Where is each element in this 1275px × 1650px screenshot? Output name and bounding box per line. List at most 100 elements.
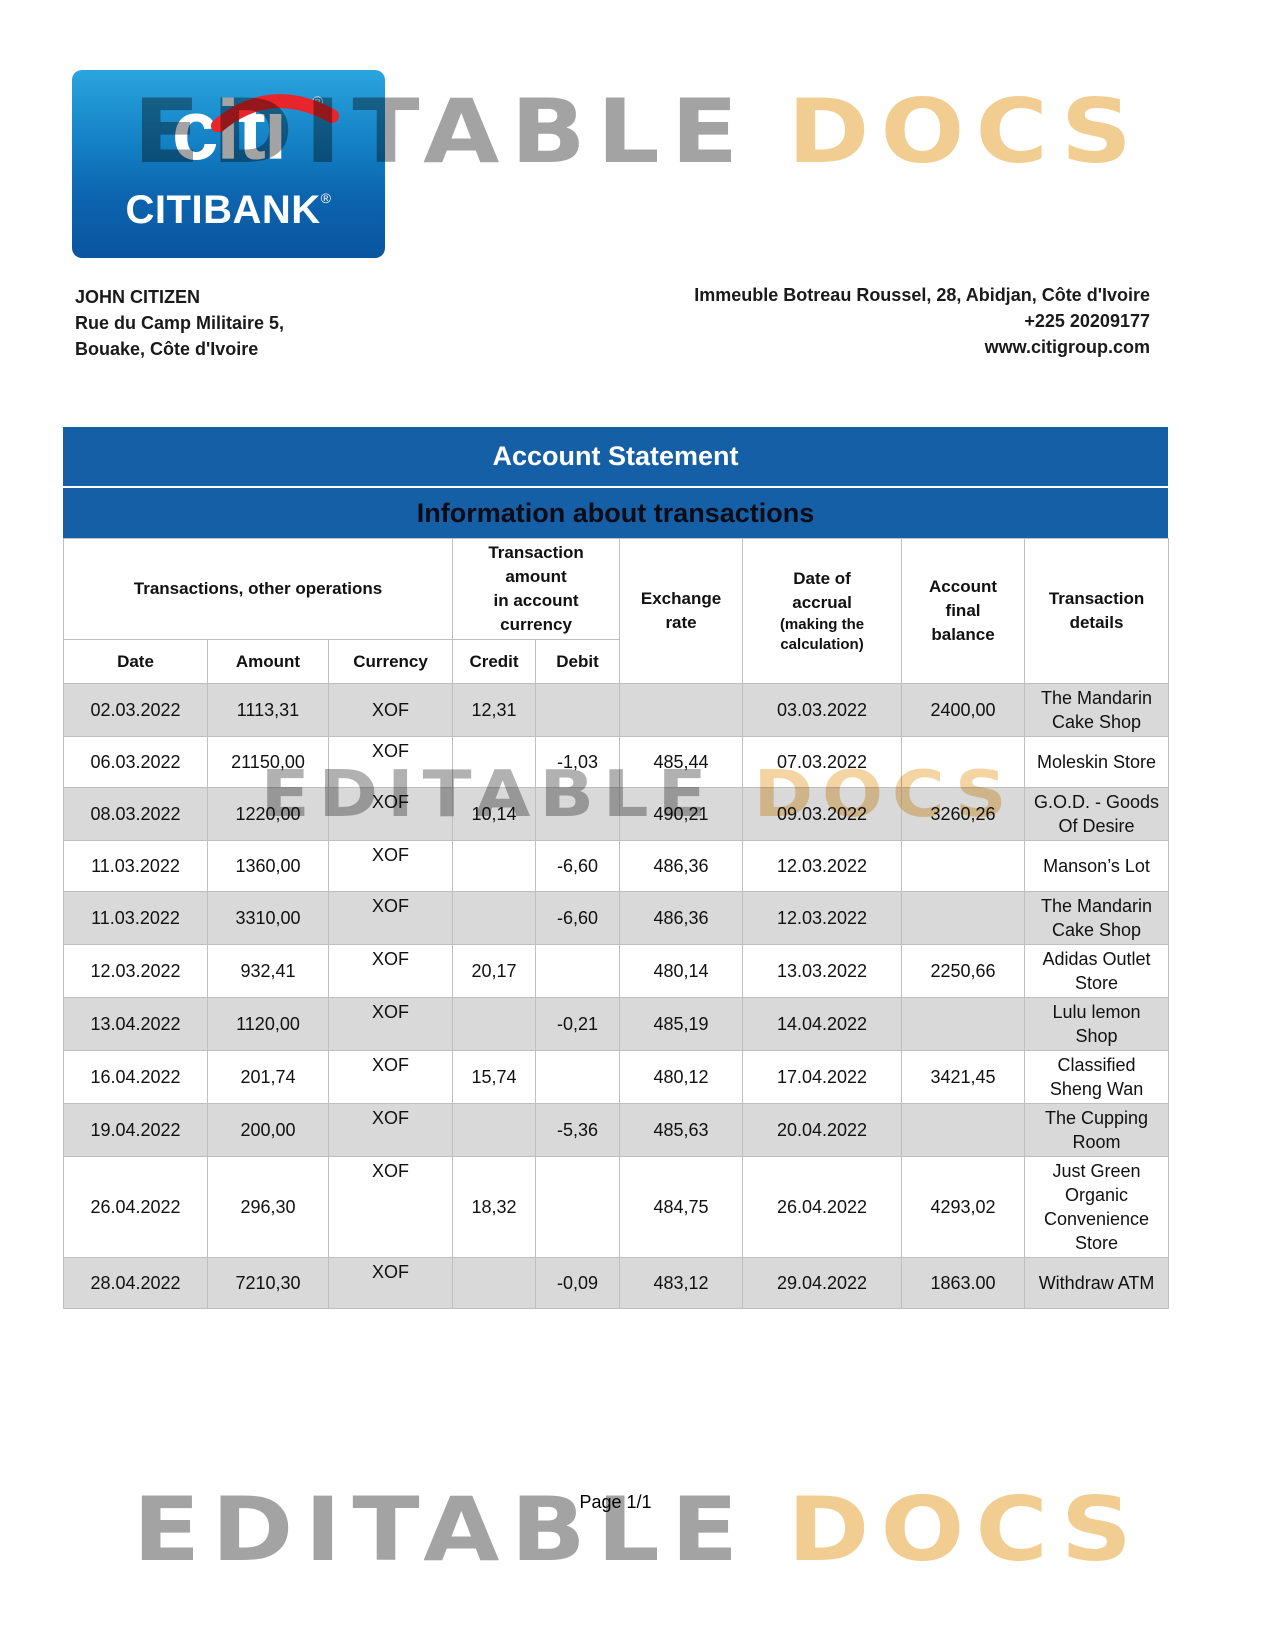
table-row: 06.03.2022 21150,00 XOF -1,03 485,44 07.03.20…	[63, 736, 1170, 788]
cell-amount: 7210,30	[207, 1257, 329, 1309]
cell-details: Just Green Organic Convenience Store	[1024, 1156, 1170, 1258]
citi-arc-icon	[211, 94, 339, 132]
cell-debit: -6,60	[535, 891, 621, 945]
cell-amount: 296,30	[207, 1156, 329, 1258]
cell-accrual-date: 07.03.2022	[742, 736, 903, 788]
bank-address: Immeuble Botreau Roussel, 28, Abidjan, C…	[694, 285, 1150, 305]
cell-currency: XOF	[327, 840, 454, 892]
cell-debit: -6,60	[535, 840, 621, 892]
cell-accrual-date: 26.04.2022	[742, 1156, 903, 1258]
cell-currency: XOF	[327, 1050, 454, 1104]
cell-amount: 1220,00	[207, 787, 329, 841]
cell-credit: 18,32	[452, 1156, 537, 1258]
cell-credit	[452, 1103, 537, 1157]
table-row: 28.04.2022 7210,30 XOF -0,09 483,12 29.04.202…	[63, 1257, 1170, 1309]
table-row: 12.03.2022 932,41 XOF 20,17 480,14 13.03.2022…	[63, 944, 1170, 998]
cell-debit	[535, 1156, 621, 1258]
bank-contact-block: Immeuble Botreau Roussel, 28, Abidjan, C…	[694, 282, 1150, 360]
cell-accrual-date: 17.04.2022	[742, 1050, 903, 1104]
cell-credit: 10,14	[452, 787, 537, 841]
page-number: Page 1/1	[579, 1492, 652, 1512]
cell-details: The Mandarin Cake Shop	[1024, 683, 1170, 737]
cell-accrual-date: 09.03.2022	[742, 787, 903, 841]
cell-credit: 20,17	[452, 944, 537, 998]
cell-accrual-date: 12.03.2022	[742, 891, 903, 945]
col-header-date-accrual-note: (making the calculation)	[779, 616, 865, 653]
cell-balance: 2400,00	[901, 683, 1026, 737]
customer-address-line2: Bouake, Côte d'Ivoire	[75, 339, 259, 359]
cell-details: Manson’s Lot	[1024, 840, 1170, 892]
cell-rate: 485,44	[619, 736, 744, 788]
col-header-details: Transaction details	[1024, 538, 1170, 684]
cell-debit	[535, 787, 621, 841]
col-header-debit: Debit	[535, 639, 621, 684]
cell-details: Classified Sheng Wan	[1024, 1050, 1170, 1104]
customer-address-block: JOHN CITIZEN Rue du Camp Militaire 5, Bo…	[75, 284, 284, 362]
cell-date: 16.04.2022	[63, 1050, 208, 1104]
cell-details: Withdraw ATM	[1024, 1257, 1170, 1309]
table-row: 02.03.2022 1113,31 XOF 12,31 03.03.2022 2400,…	[63, 683, 1170, 737]
table-row: 11.03.2022 3310,00 XOF -6,60 486,36 12.03.202…	[63, 891, 1170, 945]
cell-currency: XOF	[327, 1257, 454, 1309]
cell-accrual-date: 12.03.2022	[742, 840, 903, 892]
cell-debit: -1,03	[535, 736, 621, 788]
cell-debit: -0,21	[535, 997, 621, 1051]
customer-address-line1: Rue du Camp Militaire 5,	[75, 313, 285, 333]
col-header-transactions-group: Transactions, other operations	[62, 538, 454, 640]
cell-amount: 3310,00	[207, 891, 329, 945]
bank-phone: +225 20209177	[1024, 311, 1150, 331]
cell-balance: 3260,26	[901, 787, 1026, 841]
customer-name: JOHN CITIZEN	[75, 287, 201, 307]
transactions-body: 02.03.2022 1113,31 XOF 12,31 03.03.2022 2400,…	[63, 683, 1170, 1309]
col-header-account-balance: Account final balance	[901, 538, 1026, 684]
cell-credit	[452, 840, 537, 892]
cell-amount: 21150,00	[207, 736, 329, 788]
cell-currency: XOF	[327, 944, 454, 998]
watermark-word-docs: DOCS	[787, 80, 1143, 183]
cell-debit: -0,09	[535, 1257, 621, 1309]
cell-rate: 480,14	[619, 944, 744, 998]
cell-amount: 932,41	[207, 944, 329, 998]
col-header-amount: Amount	[207, 639, 329, 684]
cell-amount: 1113,31	[207, 683, 329, 737]
cell-date: 08.03.2022	[63, 787, 208, 841]
cell-date: 02.03.2022	[63, 683, 208, 737]
table-row: 11.03.2022 1360,00 XOF -6,60 486,36 12.03.202…	[63, 840, 1170, 892]
statement-subtitle: Information about transactions	[416, 497, 815, 528]
cell-details: G.O.D. - Goods Of Desire	[1024, 787, 1170, 841]
col-header-amount-group: Transaction amount in account currency	[452, 538, 621, 640]
cell-currency: XOF	[327, 997, 454, 1051]
cell-accrual-date: 29.04.2022	[742, 1257, 903, 1309]
cell-rate: 484,75	[619, 1156, 744, 1258]
statement-title: Account Statement	[492, 441, 739, 471]
cell-date: 19.04.2022	[63, 1103, 208, 1157]
cell-amount: 1360,00	[207, 840, 329, 892]
statement-subtitle-band: Information about transactions	[63, 488, 1168, 538]
cell-rate: 485,19	[619, 997, 744, 1051]
cell-balance: 4293,02	[901, 1156, 1026, 1258]
cell-accrual-date: 14.04.2022	[742, 997, 903, 1051]
cell-rate: 486,36	[619, 891, 744, 945]
cell-currency: XOF	[327, 683, 454, 737]
cell-balance: 2250,66	[901, 944, 1026, 998]
cell-credit	[452, 997, 537, 1051]
cell-balance	[901, 1103, 1026, 1157]
cell-rate: 483,12	[619, 1257, 744, 1309]
cell-balance	[901, 736, 1026, 788]
col-header-credit: Credit	[452, 639, 537, 684]
cell-date: 06.03.2022	[63, 736, 208, 788]
table-row: 19.04.2022 200,00 XOF -5,36 485,63 20.04.2022…	[63, 1103, 1170, 1157]
cell-currency: XOF	[327, 736, 454, 788]
citibank-logo: citi ® CITIBANK®	[72, 70, 385, 258]
transactions-table: Transactions, other operations Transacti…	[62, 538, 1170, 1309]
cell-date: 11.03.2022	[63, 840, 208, 892]
cell-debit	[535, 1050, 621, 1104]
cell-credit	[452, 736, 537, 788]
cell-rate: 480,12	[619, 1050, 744, 1104]
cell-amount: 201,74	[207, 1050, 329, 1104]
cell-details: Lulu lemon Shop	[1024, 997, 1170, 1051]
cell-rate: 490,21	[619, 787, 744, 841]
cell-credit: 15,74	[452, 1050, 537, 1104]
cell-accrual-date: 20.04.2022	[742, 1103, 903, 1157]
